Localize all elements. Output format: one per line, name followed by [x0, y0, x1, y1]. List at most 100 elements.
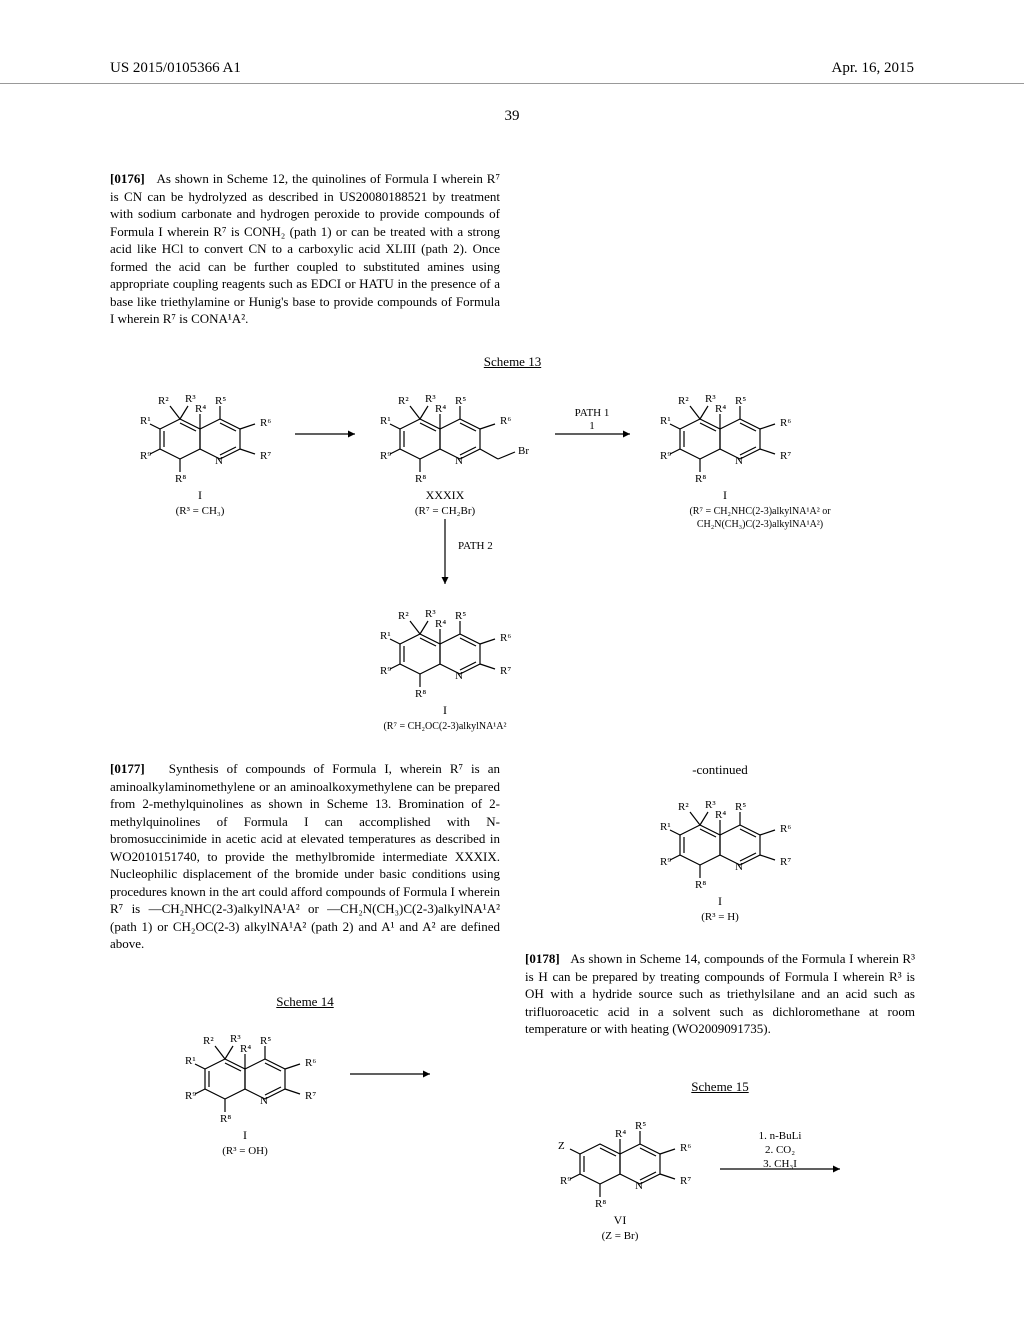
svg-text:I: I	[723, 488, 727, 502]
svg-text:R⁵: R⁵	[260, 1035, 271, 1047]
svg-text:R⁸: R⁸	[695, 879, 706, 891]
paragraph-0176: [0176] As shown in Scheme 12, the quinol…	[110, 170, 500, 328]
scheme-13-title: Scheme 13	[110, 354, 915, 370]
svg-text:R⁴: R⁴	[715, 809, 726, 821]
svg-text:N: N	[735, 455, 743, 467]
svg-text:R⁹: R⁹	[380, 450, 391, 462]
scheme-14-title: Scheme 14	[110, 994, 500, 1010]
svg-text:PATH 2: PATH 2	[458, 540, 493, 552]
svg-text:R²: R²	[398, 395, 409, 407]
para-0178-number: [0178]	[525, 951, 560, 966]
svg-text:1. n-BuLi: 1. n-BuLi	[759, 1130, 802, 1142]
svg-text:R²: R²	[398, 610, 409, 622]
svg-text:R⁵: R⁵	[735, 801, 746, 813]
svg-text:R⁵: R⁵	[455, 395, 466, 407]
para-0176-number: [0176]	[110, 171, 145, 186]
svg-text:R⁶: R⁶	[305, 1057, 316, 1069]
svg-text:R⁹: R⁹	[560, 1175, 571, 1187]
svg-text:R²: R²	[678, 801, 689, 813]
para-0177-number: [0177]	[110, 761, 145, 776]
svg-text:R¹: R¹	[380, 630, 391, 642]
svg-text:R⁸: R⁸	[415, 473, 426, 485]
svg-text:(R³ = CH₃): (R³ = CH₃)	[176, 505, 225, 517]
scheme-14-continued: -continued	[525, 762, 915, 778]
svg-text:(Z = Br): (Z = Br)	[602, 1230, 639, 1242]
svg-text:R⁹: R⁹	[185, 1090, 196, 1102]
svg-text:I: I	[443, 703, 447, 717]
svg-text:R¹: R¹	[380, 415, 391, 427]
svg-text:R²: R²	[678, 395, 689, 407]
para-0178-text: As shown in Scheme 14, compounds of the …	[525, 951, 915, 1036]
svg-text:R⁷: R⁷	[305, 1090, 316, 1102]
svg-text:R⁷: R⁷	[780, 450, 791, 462]
para-0177-text: Synthesis of compounds of Formula I, whe…	[110, 761, 500, 951]
svg-text:R¹: R¹	[660, 821, 671, 833]
scheme-14-left-svg: R¹ R⁹ R² R³ R⁴ R⁵ R⁶ R⁷ R⁸ N I (R³ = OH)	[155, 1014, 455, 1184]
svg-text:R⁶: R⁶	[260, 417, 271, 429]
page-number: 39	[0, 108, 1024, 125]
page-header: US 2015/0105366 A1 Apr. 16, 2015	[0, 60, 1024, 84]
svg-text:R²: R²	[203, 1035, 214, 1047]
svg-text:R⁵: R⁵	[455, 610, 466, 622]
scheme-15-title: Scheme 15	[525, 1079, 915, 1095]
publication-date: Apr. 16, 2015	[832, 60, 915, 77]
svg-text:R⁵: R⁵	[735, 395, 746, 407]
svg-text:R⁴: R⁴	[715, 403, 726, 415]
svg-text:R⁵: R⁵	[635, 1120, 646, 1132]
svg-text:R¹: R¹	[660, 415, 671, 427]
svg-text:N: N	[260, 1095, 268, 1107]
svg-text:N: N	[635, 1180, 643, 1192]
para-0176-text: As shown in Scheme 12, the quinolines of…	[110, 171, 500, 326]
scheme-15: Scheme 15 Z R⁹	[525, 1075, 915, 1269]
svg-text:(R⁷ = CH₂Br): (R⁷ = CH₂Br)	[415, 505, 476, 517]
svg-text:R⁸: R⁸	[695, 473, 706, 485]
svg-text:R⁴: R⁴	[240, 1043, 251, 1055]
svg-text:R⁸: R⁸	[175, 473, 186, 485]
scheme-13-svg: R¹ R⁹ R² R³ R⁴ R⁵ R⁶ R⁷ R⁸ N I (R³ = CH₃…	[110, 374, 915, 754]
svg-text:XXXIX: XXXIX	[426, 488, 465, 502]
svg-text:R⁹: R⁹	[660, 450, 671, 462]
svg-text:R⁷: R⁷	[260, 450, 271, 462]
svg-text:(R³ = H): (R³ = H)	[701, 911, 739, 923]
svg-text:R²: R²	[158, 395, 169, 407]
svg-text:R⁹: R⁹	[380, 665, 391, 677]
svg-text:(R⁷ = CH₂NHC(2-3)alkylNA¹A² or: (R⁷ = CH₂NHC(2-3)alkylNA¹A² or	[689, 506, 831, 517]
svg-text:PATH 1: PATH 1	[575, 407, 610, 419]
svg-text:Br: Br	[518, 445, 529, 457]
publication-number: US 2015/0105366 A1	[110, 60, 241, 77]
svg-text:N: N	[455, 455, 463, 467]
svg-text:R⁸: R⁸	[220, 1113, 231, 1125]
svg-text:R⁶: R⁶	[500, 632, 511, 644]
svg-text:R⁵: R⁵	[215, 395, 226, 407]
svg-text:Z: Z	[558, 1140, 565, 1152]
svg-text:VI: VI	[614, 1213, 627, 1227]
svg-text:CH₂N(CH₃)C(2-3)alkylNA¹A²): CH₂N(CH₃)C(2-3)alkylNA¹A²)	[697, 519, 823, 530]
scheme-15-svg: Z R⁹ R⁴ R⁵ R⁶ R⁷ R⁸ N VI (Z = Br) 1. n-B…	[530, 1099, 910, 1269]
scheme-14-right-svg: R¹ R⁹ R² R³ R⁴ R⁵ R⁶ R⁷ R⁸ N I (R³ = H)	[610, 780, 830, 930]
svg-text:R⁶: R⁶	[500, 415, 511, 427]
svg-text:R¹: R¹	[140, 415, 151, 427]
paragraph-0177: [0177] Synthesis of compounds of Formula…	[110, 760, 500, 953]
svg-text:2. CO₂: 2. CO₂	[765, 1144, 795, 1156]
svg-text:R⁴: R⁴	[615, 1128, 626, 1140]
svg-text:R⁸: R⁸	[595, 1198, 606, 1210]
svg-text:R⁹: R⁹	[140, 450, 151, 462]
svg-text:1: 1	[589, 420, 595, 432]
svg-text:I: I	[243, 1128, 247, 1142]
svg-text:R⁴: R⁴	[435, 403, 446, 415]
svg-text:R¹: R¹	[185, 1055, 196, 1067]
svg-text:N: N	[455, 670, 463, 682]
svg-text:R⁸: R⁸	[415, 688, 426, 700]
svg-text:R⁶: R⁶	[680, 1142, 691, 1154]
svg-text:R⁶: R⁶	[780, 417, 791, 429]
scheme-14-right: -continued R¹ R⁹ R²	[525, 760, 915, 930]
svg-text:I: I	[198, 488, 202, 502]
scheme-13: Scheme 13	[110, 350, 915, 754]
svg-text:(R⁷ = CH₂OC(2-3)alkylNA¹A²: (R⁷ = CH₂OC(2-3)alkylNA¹A²	[383, 721, 506, 732]
svg-text:R⁷: R⁷	[780, 856, 791, 868]
svg-text:3. CH₃I: 3. CH₃I	[763, 1158, 797, 1170]
svg-text:(R³ = OH): (R³ = OH)	[222, 1145, 268, 1157]
svg-text:I: I	[718, 894, 722, 908]
svg-text:R⁴: R⁴	[195, 403, 206, 415]
svg-text:R⁴: R⁴	[435, 618, 446, 630]
